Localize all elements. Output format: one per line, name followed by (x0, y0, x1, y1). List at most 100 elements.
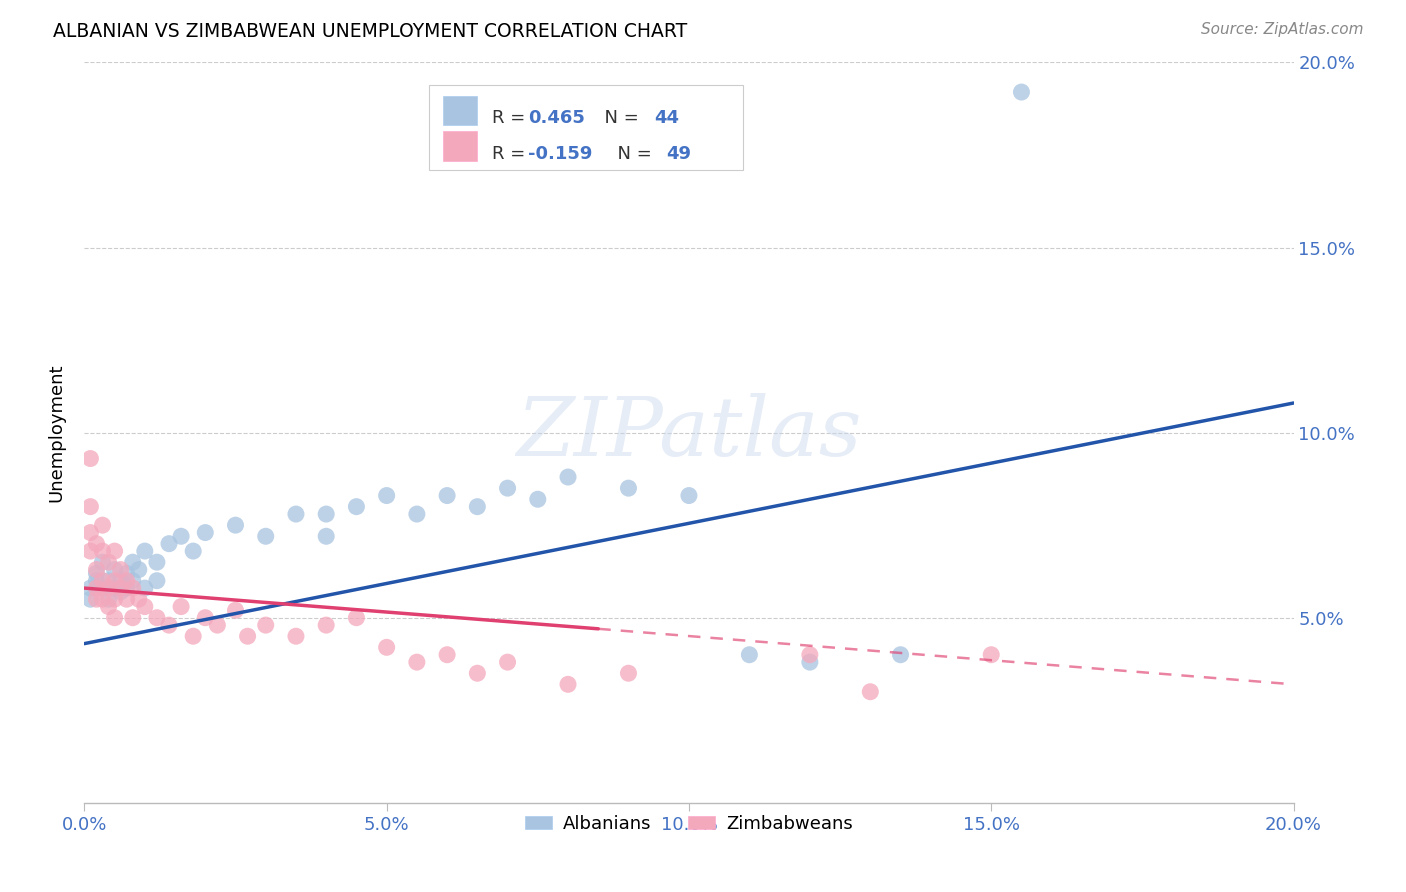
Point (134, 581, 156, 595)
Point (134, 544, 156, 558)
Text: N =: N = (593, 109, 645, 127)
Point (496, 655, 519, 669)
Point (86, 563, 108, 577)
Point (91, 592, 114, 607)
Point (406, 655, 429, 669)
FancyBboxPatch shape (429, 85, 744, 169)
Point (254, 618, 277, 632)
Text: R =: R = (492, 109, 531, 127)
Point (799, 648, 821, 662)
Point (225, 518, 247, 533)
Bar (443, 95, 478, 126)
Point (346, 500, 368, 514)
Point (980, 648, 1002, 662)
Point (115, 566, 138, 581)
Point (91, 581, 114, 595)
Point (97, 599, 120, 614)
Point (86, 574, 108, 588)
Point (146, 555, 169, 569)
Point (115, 592, 138, 607)
Point (121, 574, 143, 588)
Point (254, 529, 277, 543)
Point (104, 544, 127, 558)
Point (194, 525, 217, 540)
Legend: Albanians, Zimbabweans: Albanians, Zimbabweans (516, 805, 862, 842)
Text: N =: N = (606, 145, 657, 162)
Point (121, 555, 143, 569)
Point (315, 507, 337, 521)
Point (104, 610, 127, 624)
Point (194, 610, 217, 624)
Point (104, 581, 127, 595)
Point (157, 618, 180, 632)
Point (110, 563, 132, 577)
Text: ZIPatlas: ZIPatlas (516, 392, 862, 473)
Point (170, 529, 193, 543)
Point (557, 677, 579, 691)
Point (86, 536, 108, 550)
Point (91, 574, 114, 588)
Point (146, 574, 169, 588)
Point (346, 610, 368, 624)
Text: 44: 44 (654, 109, 679, 127)
Point (79, 451, 101, 466)
Point (527, 492, 550, 507)
Point (467, 666, 489, 681)
Point (91, 544, 114, 558)
Point (86, 592, 108, 607)
Point (678, 489, 700, 503)
Point (79, 592, 101, 607)
Text: 0.465: 0.465 (529, 109, 585, 127)
Y-axis label: Unemployment: Unemployment (48, 363, 66, 502)
Point (128, 592, 150, 607)
Point (225, 603, 247, 617)
Point (436, 648, 458, 662)
Text: ALBANIAN VS ZIMBABWEAN UNEMPLOYMENT CORRELATION CHART: ALBANIAN VS ZIMBABWEAN UNEMPLOYMENT CORR… (53, 22, 688, 41)
Point (115, 581, 138, 595)
Point (285, 629, 308, 643)
Point (128, 563, 150, 577)
Point (121, 610, 143, 624)
Point (315, 618, 337, 632)
Point (110, 581, 132, 595)
Point (285, 507, 308, 521)
Point (859, 685, 882, 699)
Point (97, 555, 120, 569)
Point (890, 648, 912, 662)
Point (104, 563, 127, 577)
Point (104, 574, 127, 588)
Point (170, 599, 193, 614)
Point (79, 525, 101, 540)
Point (236, 629, 259, 643)
Point (375, 640, 398, 655)
Point (157, 536, 180, 550)
Point (97, 574, 120, 588)
Point (1011, 85, 1033, 99)
Point (496, 481, 519, 495)
Point (617, 481, 640, 495)
Point (79, 581, 101, 595)
Point (121, 581, 143, 595)
Point (467, 500, 489, 514)
Point (436, 489, 458, 503)
Point (86, 566, 108, 581)
Point (86, 581, 108, 595)
Point (315, 529, 337, 543)
Point (181, 629, 204, 643)
Text: R =: R = (492, 145, 531, 162)
Point (181, 544, 204, 558)
Point (91, 555, 114, 569)
Point (134, 599, 156, 614)
Point (375, 489, 398, 503)
Bar (443, 131, 478, 161)
Point (110, 574, 132, 588)
Point (738, 648, 761, 662)
Point (557, 470, 579, 484)
Point (406, 507, 429, 521)
Point (115, 574, 138, 588)
Point (207, 618, 229, 632)
Point (79, 500, 101, 514)
Point (97, 592, 120, 607)
Point (104, 592, 127, 607)
Text: -0.159: -0.159 (529, 145, 592, 162)
